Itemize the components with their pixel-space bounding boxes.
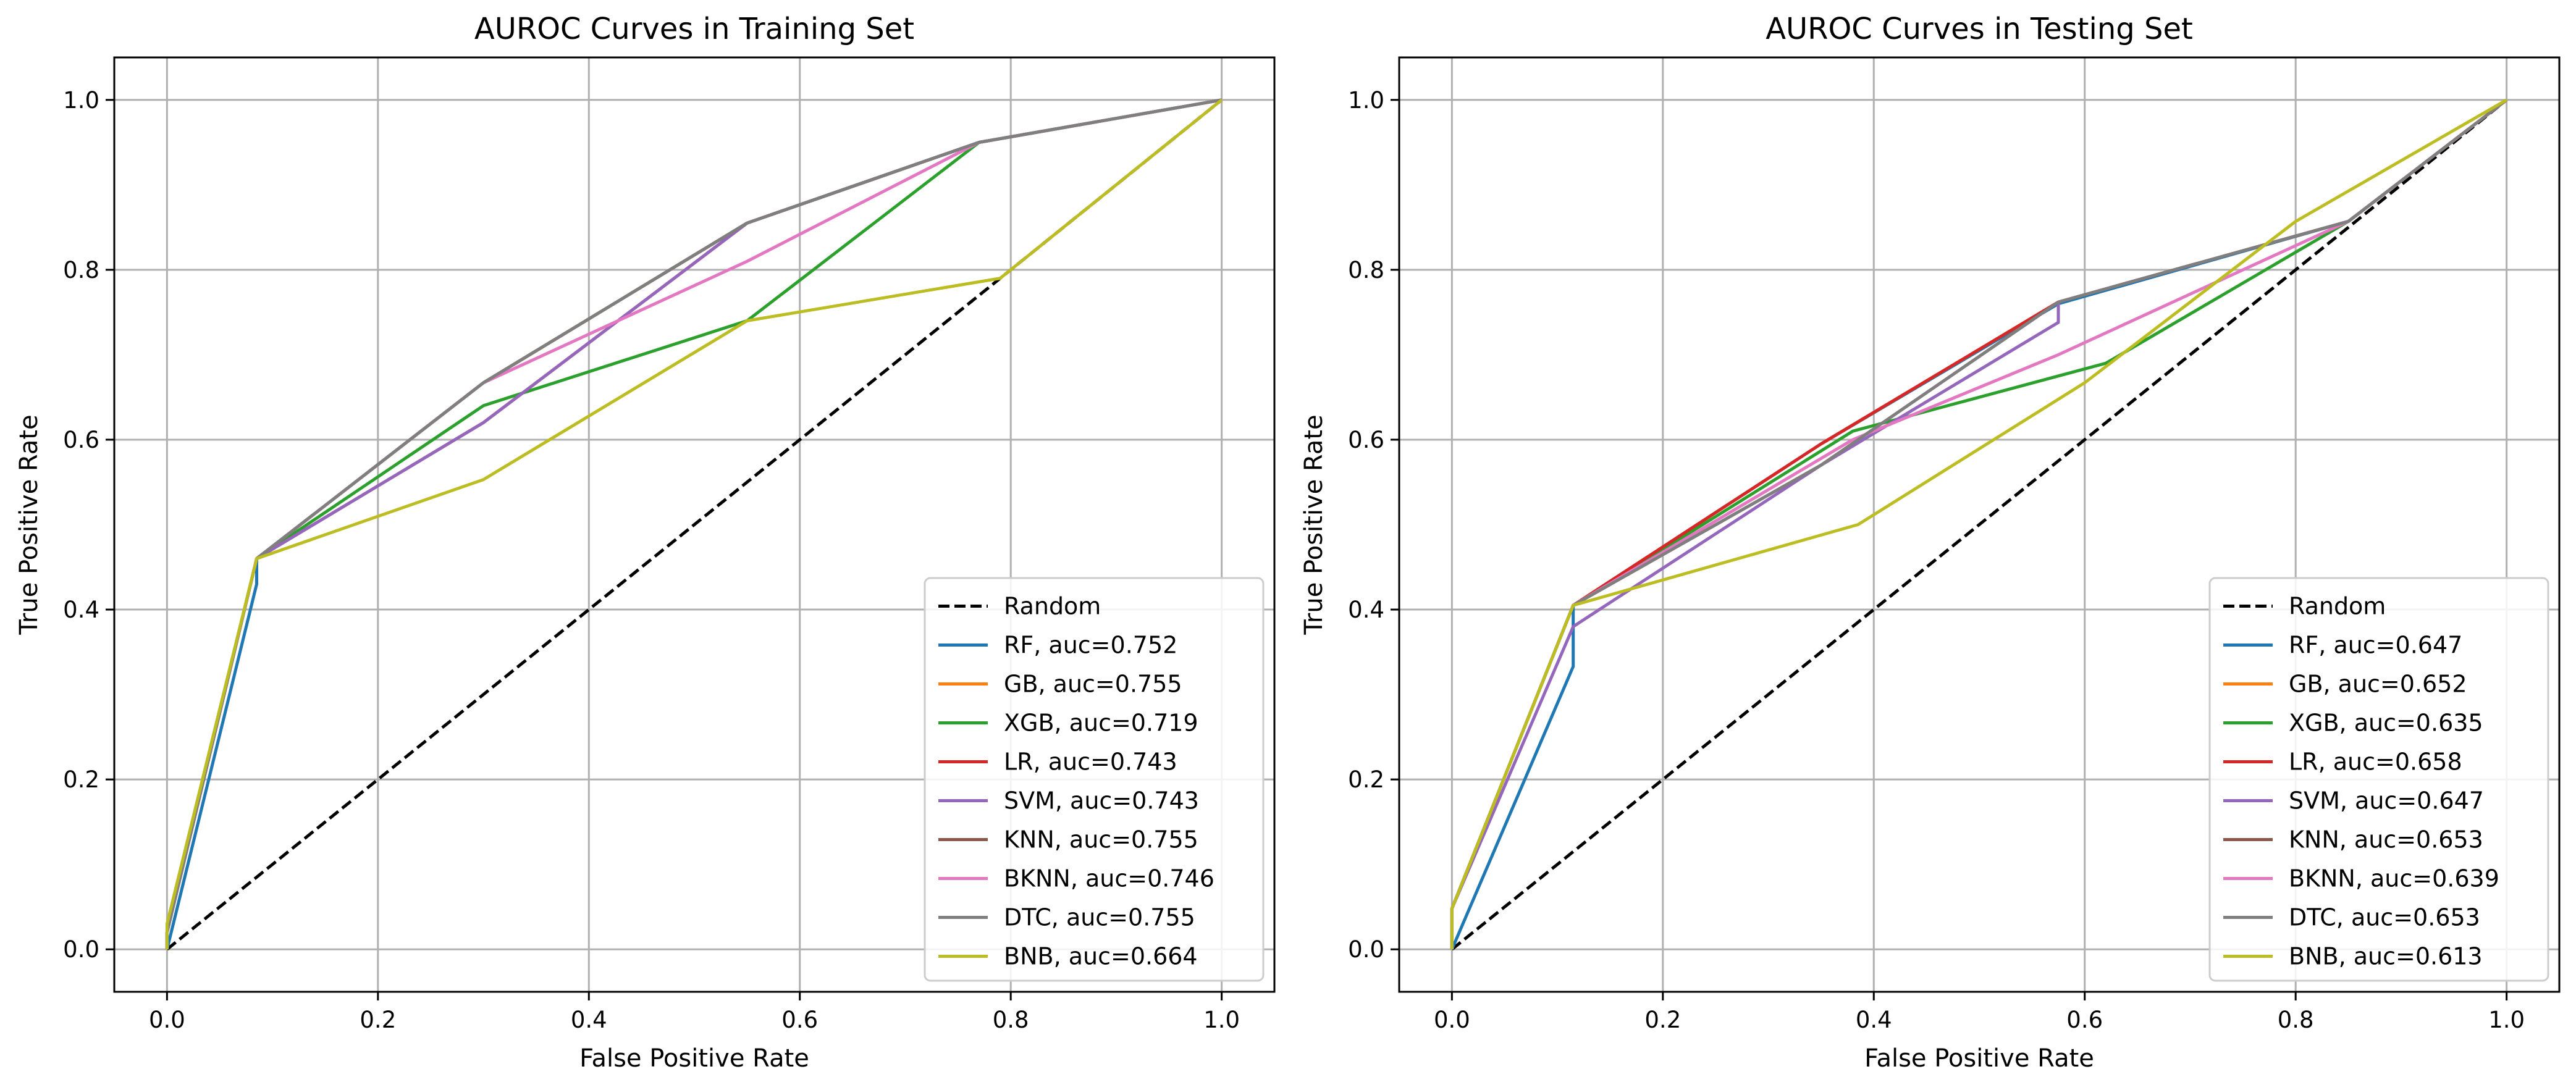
chart-0-legend-label-9: BNB, auc=0.664 bbox=[1004, 943, 1198, 970]
chart-0-ytick-label: 0.6 bbox=[63, 427, 99, 453]
chart-1-series-line-0 bbox=[1450, 98, 2508, 951]
chart-0-series-group bbox=[165, 98, 1223, 951]
chart-1-ytick-label: 0.8 bbox=[1348, 257, 1384, 283]
chart-1-series-line-9 bbox=[1450, 98, 2507, 950]
chart-1-xtick-label: 1.0 bbox=[2488, 1007, 2525, 1033]
chart-0-xtick-label: 1.0 bbox=[1203, 1007, 1240, 1033]
chart-0-frame bbox=[113, 56, 1276, 993]
chart-1-xtick-label: 0.6 bbox=[2066, 1007, 2103, 1033]
chart-1-axes: 0.0 0.2 0.4 0.6 0.8 1.0 0.0 0.2 0.4 0.6 0.8 1.0 AURO… bbox=[1300, 12, 2561, 1073]
chart-1-legend-label-3: XGB, auc=0.635 bbox=[2289, 710, 2483, 737]
chart-0-legend-label-6: KNN, auc=0.755 bbox=[1004, 826, 1198, 853]
chart-1-legend-label-4: LR, auc=0.658 bbox=[2289, 748, 2462, 776]
chart-1-legend-label-2: GB, auc=0.652 bbox=[2289, 671, 2467, 698]
chart-0-ytick-label: 0.2 bbox=[63, 766, 99, 793]
chart-1-series-group bbox=[1450, 98, 2508, 951]
chart-0-xtick-label: 0.0 bbox=[149, 1007, 185, 1033]
chart-1-xtick-label: 0.2 bbox=[1644, 1007, 1681, 1033]
chart-0-xtick-label: 0.2 bbox=[360, 1007, 396, 1033]
chart-1-xlabel: False Positive Rate bbox=[1864, 1044, 2094, 1073]
chart-1-legend-label-8: DTC, auc=0.653 bbox=[2289, 904, 2480, 931]
chart-1-title: AUROC Curves in Testing Set bbox=[1766, 12, 2193, 46]
chart-0-legend-label-2: GB, auc=0.755 bbox=[1004, 671, 1182, 698]
chart-0-axes: 0.0 0.2 0.4 0.6 0.8 1.0 0.0 0.2 0.4 0.6 0.8 1.0 AURO… bbox=[15, 12, 1276, 1073]
chart-1-legend-label-9: BNB, auc=0.613 bbox=[2289, 943, 2483, 970]
chart-0-legend-box bbox=[924, 577, 1265, 982]
chart-1-ytick-label: 1.0 bbox=[1348, 87, 1384, 114]
chart-0-title: AUROC Curves in Training Set bbox=[474, 12, 914, 46]
chart-1-ylabel: True Positive Rate bbox=[1300, 414, 1328, 635]
chart-1-ytick-label: 0.2 bbox=[1348, 766, 1384, 793]
chart-0-xtick-label: 0.6 bbox=[781, 1007, 818, 1033]
chart-0-legend-label-4: LR, auc=0.743 bbox=[1004, 748, 1177, 776]
chart-0-legend-label-3: XGB, auc=0.719 bbox=[1004, 710, 1198, 737]
chart-0-ylabel: True Positive Rate bbox=[15, 414, 43, 635]
chart-0-xtick-label: 0.8 bbox=[993, 1007, 1029, 1033]
chart-1-legend-label-7: BKNN, auc=0.639 bbox=[2289, 865, 2499, 892]
chart-1-legend: Random RF, auc=0.647 GB, auc=0.652 XGB, auc… bbox=[2208, 577, 2549, 982]
chart-0-legend-label-5: SVM, auc=0.743 bbox=[1004, 787, 1199, 815]
chart-1-legend-box bbox=[2208, 577, 2549, 982]
chart-0-ytick-label: 1.0 bbox=[63, 87, 99, 114]
chart-1-legend-label-6: KNN, auc=0.653 bbox=[2289, 826, 2483, 853]
chart-1-xtick-label: 0.0 bbox=[1434, 1007, 1470, 1033]
chart-0-ytick-label: 0.8 bbox=[63, 257, 99, 283]
chart-0-legend-label-8: DTC, auc=0.755 bbox=[1004, 904, 1195, 931]
chart-0-ytick-label: 0.0 bbox=[63, 936, 99, 963]
chart-0-xlabel: False Positive Rate bbox=[579, 1044, 809, 1073]
chart-1-ytick-label: 0.6 bbox=[1348, 427, 1384, 453]
chart-0-legend-label-7: BKNN, auc=0.746 bbox=[1004, 865, 1214, 892]
chart-1-xtick-label: 0.4 bbox=[1856, 1007, 1892, 1033]
chart-1-ytick-label: 0.4 bbox=[1348, 597, 1384, 623]
chart-0-ytick-label: 0.4 bbox=[63, 597, 99, 623]
chart-1-legend-label-5: SVM, auc=0.647 bbox=[2289, 787, 2484, 815]
chart-1-ytick-label: 0.0 bbox=[1348, 936, 1384, 963]
chart-1-xtick-label: 0.8 bbox=[2278, 1007, 2314, 1033]
chart-1-legend-label-0: Random bbox=[2289, 593, 2386, 620]
chart-0-legend-label-1: RF, auc=0.752 bbox=[1004, 632, 1177, 659]
chart-1-frame bbox=[1398, 56, 2561, 993]
chart-0-legend-label-0: Random bbox=[1004, 593, 1101, 620]
chart-0-xtick-label: 0.4 bbox=[571, 1007, 607, 1033]
chart-0-series-line-9 bbox=[165, 98, 1223, 950]
chart-0-legend: Random RF, auc=0.752 GB, auc=0.755 XGB, auc… bbox=[924, 577, 1265, 982]
chart-1-legend-label-1: RF, auc=0.647 bbox=[2289, 632, 2462, 659]
